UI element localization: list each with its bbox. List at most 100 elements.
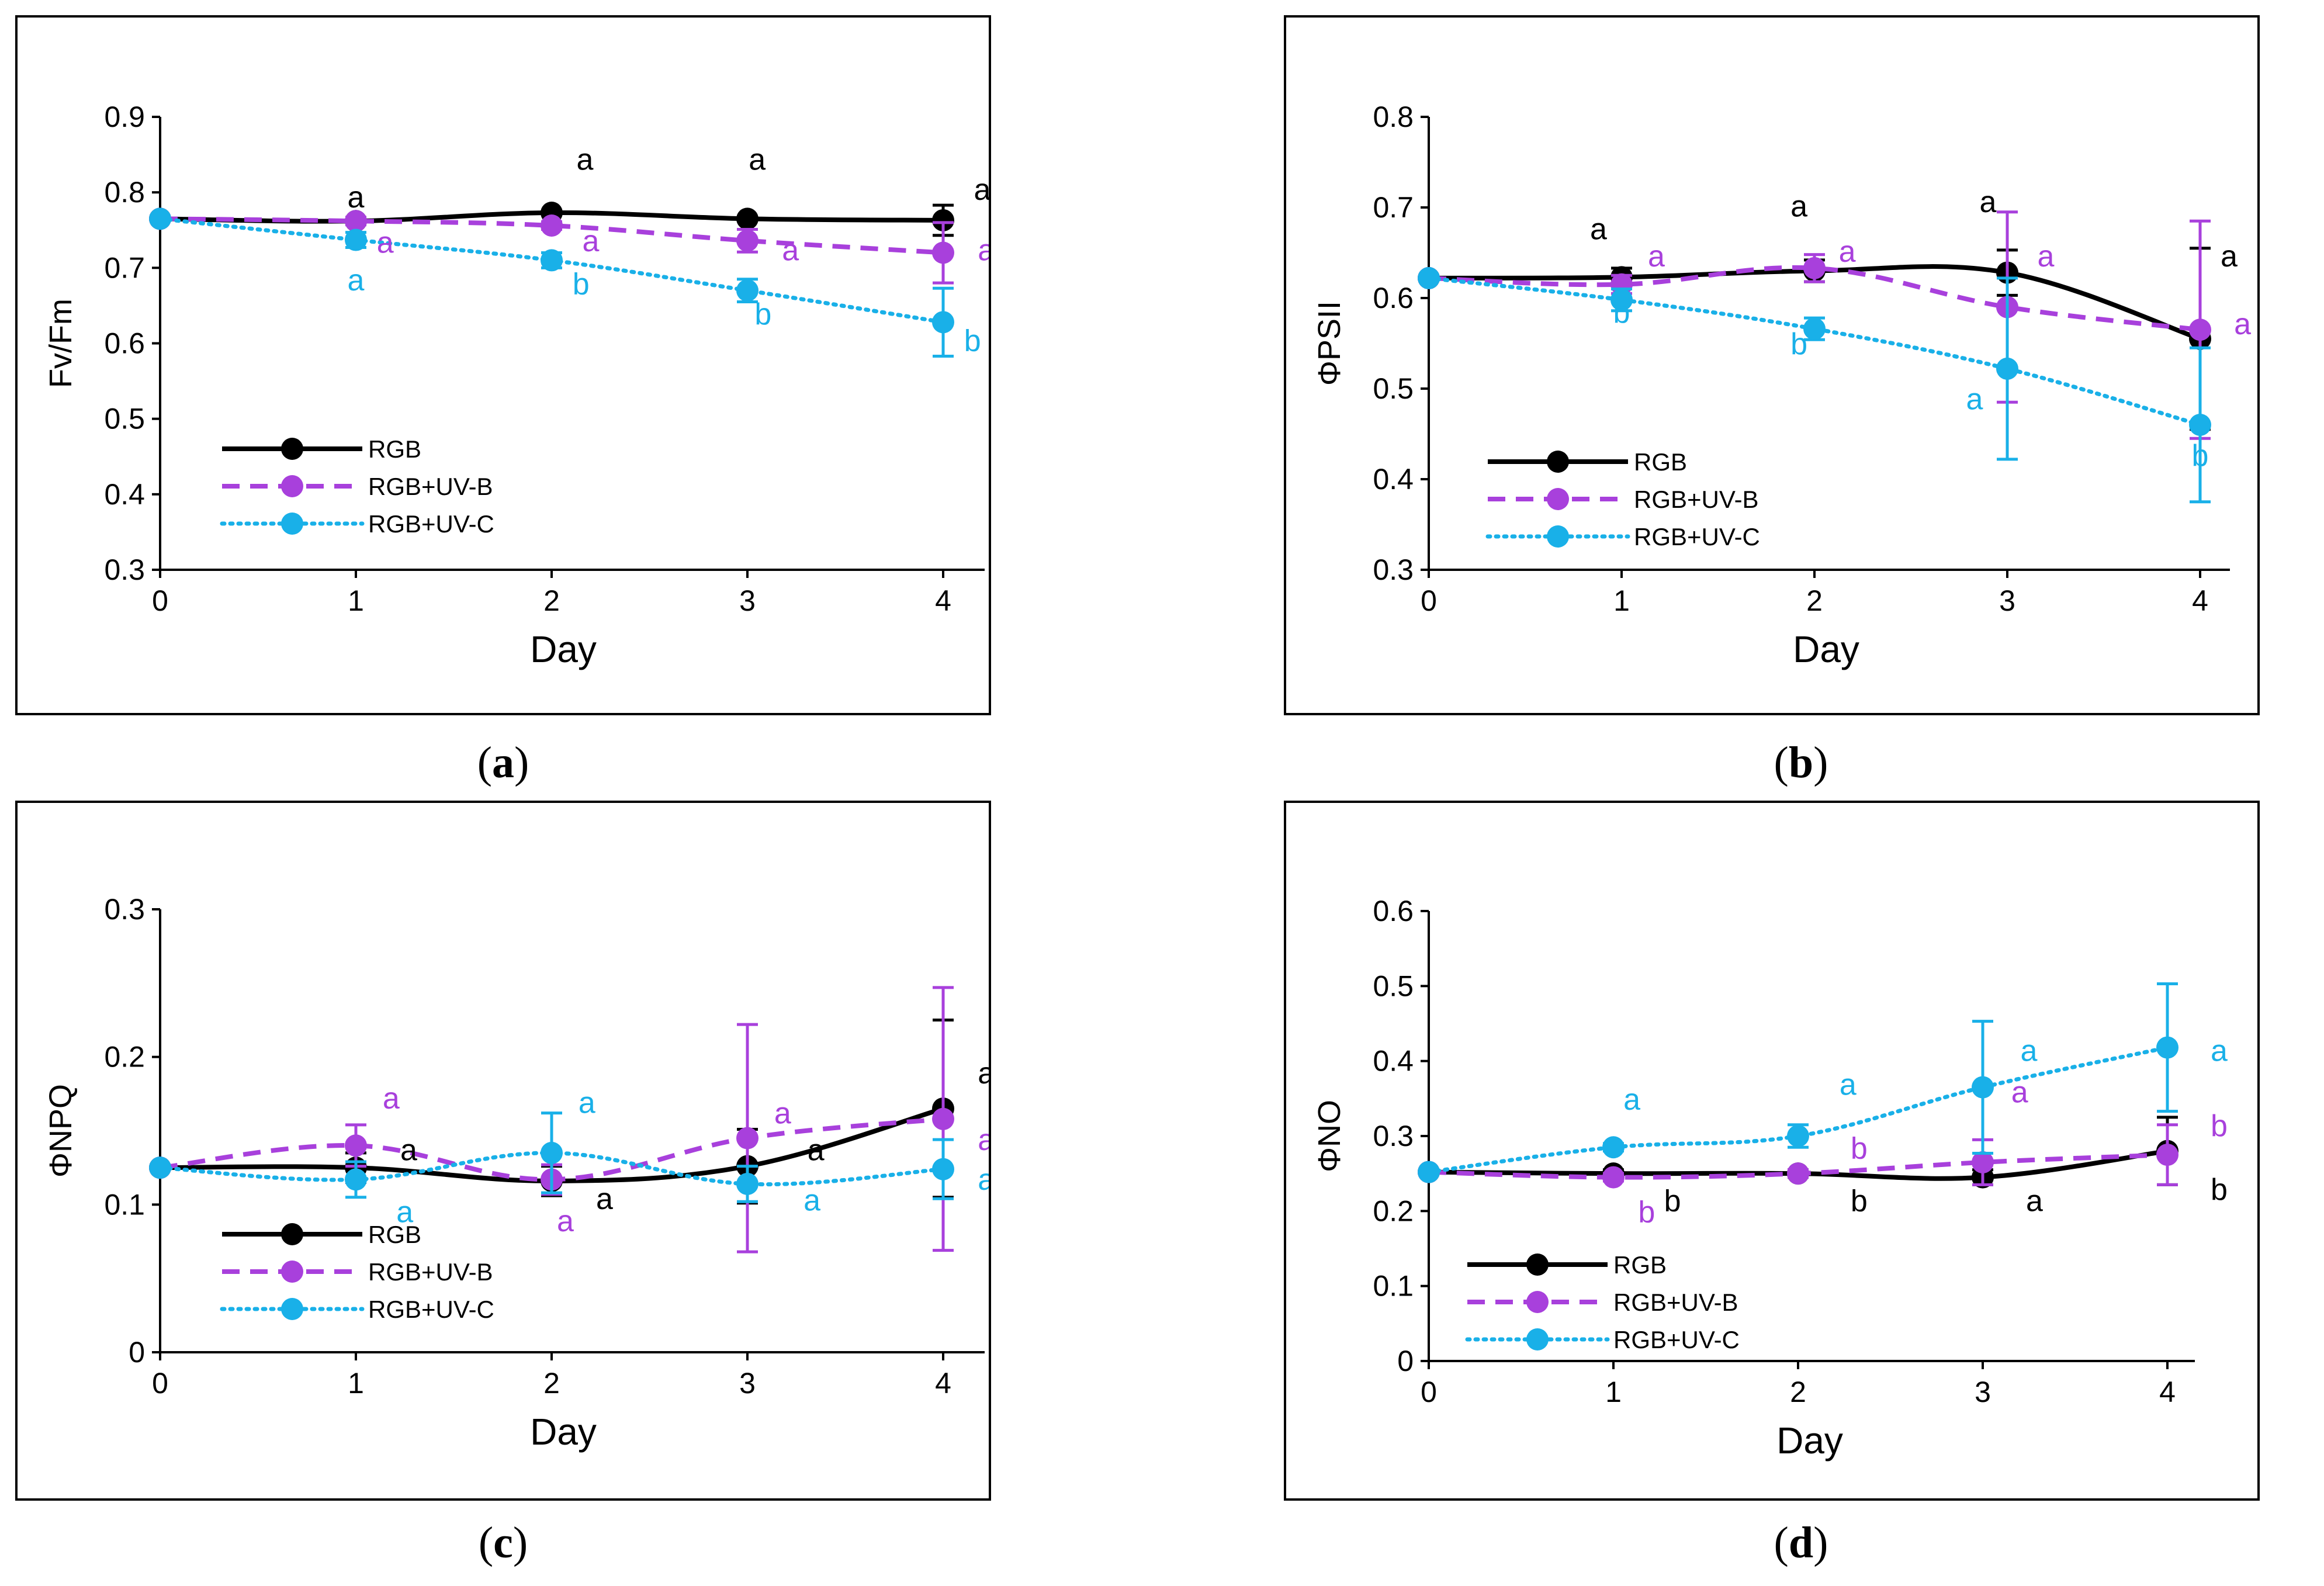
y-tick-label-c: 0 — [129, 1336, 145, 1369]
x-tick-label-d: 3 — [1975, 1376, 1991, 1408]
data-point-rgb-uv-c-b — [1610, 289, 1633, 311]
significance-letter-rgb-uv-c-c: a — [803, 1183, 820, 1217]
significance-letter-rgb-a: a — [749, 143, 766, 176]
data-point-rgb-uv-b-c — [345, 1134, 367, 1157]
y-axis-title-b: ΦPSII — [1312, 301, 1347, 386]
x-tick-label-c: 0 — [152, 1367, 168, 1400]
x-tick-label-d: 4 — [2159, 1376, 2176, 1408]
series-line-rgb-uv-c-b — [1426, 276, 2202, 427]
significance-letter-rgb-b: a — [1980, 185, 1997, 219]
significance-letter-rgb-uv-c-d: a — [1623, 1083, 1640, 1117]
y-tick-label-a: 0.4 — [104, 478, 145, 511]
y-tick-label-d: 0.5 — [1373, 969, 1414, 1002]
caption-d: (d) — [1774, 1518, 1828, 1567]
significance-letter-rgb-uv-c-b: b — [2192, 439, 2209, 473]
significance-letter-rgb-d: b — [2211, 1173, 2228, 1207]
significance-letter-rgb-uv-c-c: a — [579, 1086, 595, 1120]
legend-label-rgb-d: RGB — [1613, 1251, 1667, 1279]
significance-letter-rgb-uv-b-c: a — [774, 1096, 791, 1130]
y-tick-label-b: 0.7 — [1373, 191, 1414, 224]
y-tick-label-a: 0.9 — [104, 101, 145, 133]
significance-letter-rgb-uv-b-d: b — [2211, 1109, 2228, 1143]
y-axis-title-d: ΦNO — [1312, 1100, 1347, 1172]
significance-letter-rgb-uv-b-c: a — [978, 1123, 989, 1157]
y-tick-label-b: 0.4 — [1373, 463, 1414, 496]
significance-letter-rgb-uv-b-a: a — [978, 233, 989, 267]
data-point-rgb-uv-b-a — [541, 214, 563, 237]
significance-letter-rgb-uv-b-d: b — [1638, 1196, 1655, 1230]
y-tick-label-a: 0.5 — [104, 403, 145, 435]
significance-letter-rgb-uv-b-c: a — [557, 1204, 574, 1238]
significance-letter-rgb-uv-c-d: a — [1840, 1068, 1857, 1102]
data-point-rgb-uv-c-a — [932, 311, 954, 334]
significance-letter-rgb-uv-c-a: b — [573, 268, 590, 302]
legend-label-rgb-uv-b-a: RGB+UV-B — [368, 473, 493, 500]
data-point-rgb-uv-c-d — [1972, 1076, 1994, 1099]
y-tick-label-c: 0.1 — [104, 1188, 145, 1221]
x-tick-label-c: 2 — [543, 1367, 560, 1400]
x-tick-label-c: 4 — [935, 1367, 951, 1400]
legend-label-rgb-a: RGB — [368, 435, 421, 463]
y-tick-label-d: 0.2 — [1373, 1194, 1414, 1227]
legend-label-rgb-uv-c-b: RGB+UV-C — [1634, 523, 1760, 550]
series-line-rgb-uv-c-d — [1426, 1045, 2170, 1175]
significance-letter-rgb-c: a — [808, 1134, 825, 1168]
legend-marker-rgb-uv-c-a — [281, 512, 303, 535]
data-point-rgb-uv-b-a — [736, 229, 758, 252]
legend-marker-rgb-b — [1547, 451, 1569, 473]
significance-letter-rgb-c: a — [978, 1057, 989, 1090]
legend-marker-rgb-uv-b-a — [281, 475, 303, 497]
chart-panel-b: 0.3 0.4 0.5 0.6 0.7 0.8 0 1 2 3 4 Day ΦPSII a a a a a a a a b… — [1284, 15, 2260, 715]
y-tick-label-c: 0.3 — [104, 893, 145, 926]
significance-letter-rgb-c: a — [596, 1182, 613, 1216]
x-tick-label-d: 0 — [1421, 1376, 1437, 1408]
y-axis-title-c: ΦNPQ — [43, 1084, 78, 1178]
significance-letter-rgb-uv-c-a: b — [754, 297, 771, 331]
caption-c: (c) — [478, 1518, 528, 1567]
significance-letter-rgb-uv-c-c: a — [396, 1196, 413, 1230]
legend-marker-rgb-d — [1526, 1253, 1549, 1276]
y-tick-label-b: 0.8 — [1373, 101, 1414, 133]
significance-letter-rgb-d: b — [1664, 1184, 1681, 1218]
y-tick-label-a: 0.8 — [104, 176, 145, 209]
x-tick-label-b: 3 — [1999, 584, 2015, 617]
significance-letter-rgb-uv-b-c: a — [383, 1082, 400, 1116]
x-axis-title-d: Day — [1776, 1419, 1843, 1462]
data-point-rgb-uv-c-c — [932, 1158, 954, 1180]
x-tick-label-a: 1 — [348, 584, 364, 617]
x-tick-label-a: 0 — [152, 584, 168, 617]
chart-panel-d: 0 0.1 0.2 0.3 0.4 0.5 0.6 0 1 2 3 4 Day ΦNO b b a b b b a b a a… — [1284, 801, 2260, 1501]
y-tick-label-d: 0.6 — [1373, 895, 1414, 927]
y-tick-label-a: 0.6 — [104, 327, 145, 360]
data-point-rgb-uv-b-c — [736, 1127, 758, 1149]
significance-letter-rgb-uv-b-b: a — [2234, 307, 2251, 341]
legend-marker-rgb-a — [281, 438, 303, 460]
x-tick-label-c: 3 — [739, 1367, 756, 1400]
significance-letter-rgb-uv-b-d: a — [2011, 1075, 2028, 1109]
y-tick-label-d: 0.4 — [1373, 1045, 1414, 1078]
data-point-rgb-uv-c-a — [149, 207, 171, 230]
data-point-rgb-uv-c-d — [2156, 1036, 2178, 1059]
data-point-rgb-uv-b-d — [1972, 1151, 1994, 1173]
legend-label-rgb-uv-c-d: RGB+UV-C — [1613, 1326, 1740, 1353]
significance-letter-rgb-uv-b-b: a — [2038, 240, 2055, 273]
data-point-rgb-uv-b-b — [2189, 318, 2211, 341]
significance-letter-rgb-uv-b-a: a — [377, 226, 394, 260]
x-tick-label-d: 1 — [1605, 1376, 1622, 1408]
significance-letter-rgb-a: a — [974, 173, 989, 207]
data-point-rgb-uv-c-d — [1787, 1125, 1809, 1147]
legend-marker-rgb-uv-c-d — [1526, 1328, 1549, 1350]
x-tick-label-b: 0 — [1421, 584, 1437, 617]
significance-letter-rgb-a: a — [576, 143, 593, 176]
x-tick-label-b: 2 — [1806, 584, 1823, 617]
data-point-rgb-uv-c-c — [736, 1172, 758, 1195]
significance-letter-rgb-uv-c-d: a — [2021, 1034, 2038, 1068]
caption-a: (a) — [477, 738, 529, 787]
data-point-rgb-uv-c-b — [1803, 317, 1826, 340]
legend-label-rgb-uv-c-c: RGB+UV-C — [368, 1296, 494, 1323]
data-point-rgb-uv-b-d — [2156, 1144, 2178, 1166]
significance-letter-rgb-uv-c-a: a — [348, 264, 365, 297]
